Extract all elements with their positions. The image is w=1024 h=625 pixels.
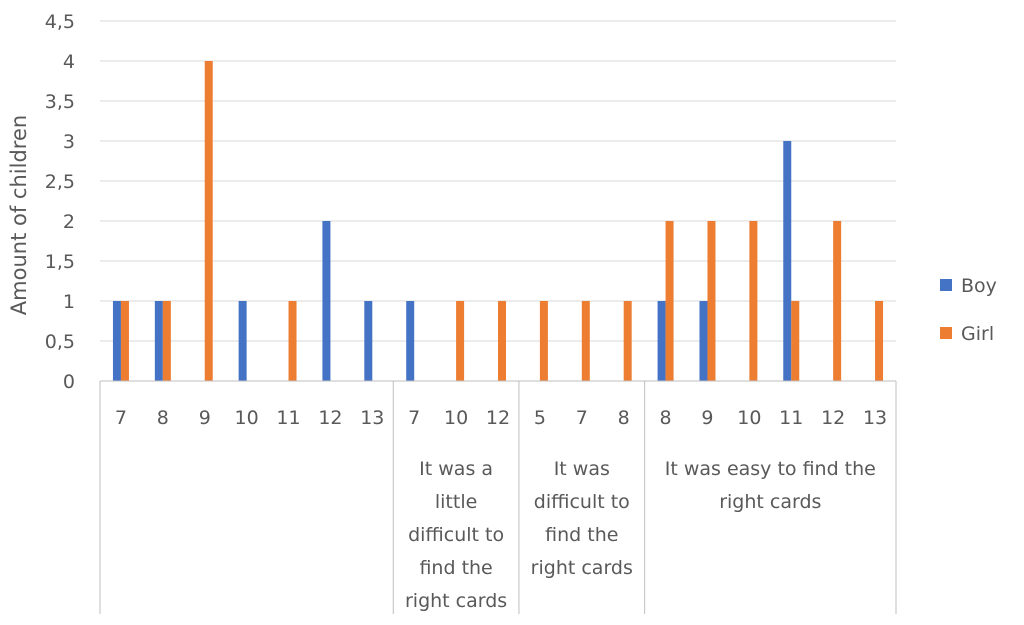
bar-girl xyxy=(623,301,632,381)
y-axis-ticks: 0 0,5 1 1,5 2 2,5 3 3,5 4 4,5 xyxy=(45,11,75,393)
x-tick-label: 12 xyxy=(486,407,510,429)
group-label-line: little xyxy=(435,491,477,513)
bar-girl xyxy=(162,301,171,381)
x-tick-label: 7 xyxy=(576,407,588,429)
x-tick-label: 9 xyxy=(199,407,211,429)
group-label-line: right cards xyxy=(719,491,821,513)
group-label-line: It was easy to find the xyxy=(665,458,876,480)
bar-girl xyxy=(749,221,758,381)
bar-boy xyxy=(322,221,331,381)
legend-label-girl: Girl xyxy=(961,323,994,345)
x-tick-label: 7 xyxy=(115,407,127,429)
gridlines xyxy=(100,20,896,342)
x-tick-label: 13 xyxy=(863,407,887,429)
bar-girl xyxy=(665,221,674,381)
y-tick-label: 0,5 xyxy=(45,331,75,353)
x-tick-label: 10 xyxy=(737,407,761,429)
group-label-line: find the xyxy=(545,524,618,546)
group-label-line: right cards xyxy=(405,590,507,612)
bars xyxy=(112,61,884,381)
y-tick-label: 4 xyxy=(63,51,75,73)
x-tick-label: 7 xyxy=(408,407,420,429)
bar-girl xyxy=(833,221,842,381)
bar-girl xyxy=(456,301,465,381)
y-tick-label: 2 xyxy=(63,211,75,233)
y-tick-label: 2,5 xyxy=(45,171,75,193)
group-label-line: It was a xyxy=(419,458,493,480)
bar-girl xyxy=(498,301,506,381)
legend-swatch-girl xyxy=(940,327,952,339)
x-tick-label: 13 xyxy=(360,407,384,429)
bar-girl xyxy=(791,301,800,381)
y-tick-label: 3 xyxy=(63,131,75,153)
legend-swatch-boy xyxy=(940,279,952,291)
bar-boy xyxy=(657,301,666,381)
x-tick-label: 9 xyxy=(701,407,713,429)
y-tick-label: 4,5 xyxy=(45,11,75,33)
bar-girl xyxy=(204,61,213,381)
group-label-line: right cards xyxy=(531,557,633,579)
bar-boy xyxy=(364,301,373,381)
bar-boy xyxy=(238,301,247,381)
bar-boy xyxy=(112,301,121,381)
x-tick-label: 8 xyxy=(660,407,672,429)
group-label-line: It was xyxy=(554,458,610,480)
group-label-line: difficult to xyxy=(534,491,630,513)
bar-boy xyxy=(406,301,415,381)
bar-boy xyxy=(783,141,792,381)
group-label-line: find the xyxy=(419,557,492,579)
y-tick-label: 1,5 xyxy=(45,251,75,273)
x-tick-label: 8 xyxy=(157,407,169,429)
bar-girl xyxy=(288,301,297,381)
y-tick-label: 3,5 xyxy=(45,91,75,113)
bar-boy xyxy=(154,301,163,381)
bar-girl xyxy=(707,221,716,381)
y-axis-label: Amount of children xyxy=(7,115,31,315)
x-axis-ticks: 7 8 9 10 11 12 13 7 10 12 5 7 8 8 9 10 11 12 13 xyxy=(115,407,887,429)
group-label-line: difficult to xyxy=(408,524,504,546)
x-axis xyxy=(99,380,897,614)
bar-girl xyxy=(875,301,884,381)
y-tick-label: 0 xyxy=(63,371,75,393)
y-tick-label: 1 xyxy=(63,291,75,313)
x-tick-label: 5 xyxy=(534,407,546,429)
bar-boy xyxy=(699,301,708,381)
bar-girl xyxy=(120,301,129,381)
bar-girl xyxy=(539,301,548,381)
x-axis-group-labels: It was a little difficult to find the right … xyxy=(405,458,876,612)
x-tick-label: 10 xyxy=(235,407,259,429)
x-tick-label: 11 xyxy=(276,407,300,429)
bar-girl xyxy=(581,301,590,381)
legend: Boy Girl xyxy=(940,275,997,345)
x-tick-label: 8 xyxy=(618,407,630,429)
legend-label-boy: Boy xyxy=(961,275,997,297)
x-tick-label: 12 xyxy=(821,407,845,429)
x-tick-label: 11 xyxy=(779,407,803,429)
x-tick-label: 10 xyxy=(444,407,468,429)
x-tick-label: 12 xyxy=(318,407,342,429)
